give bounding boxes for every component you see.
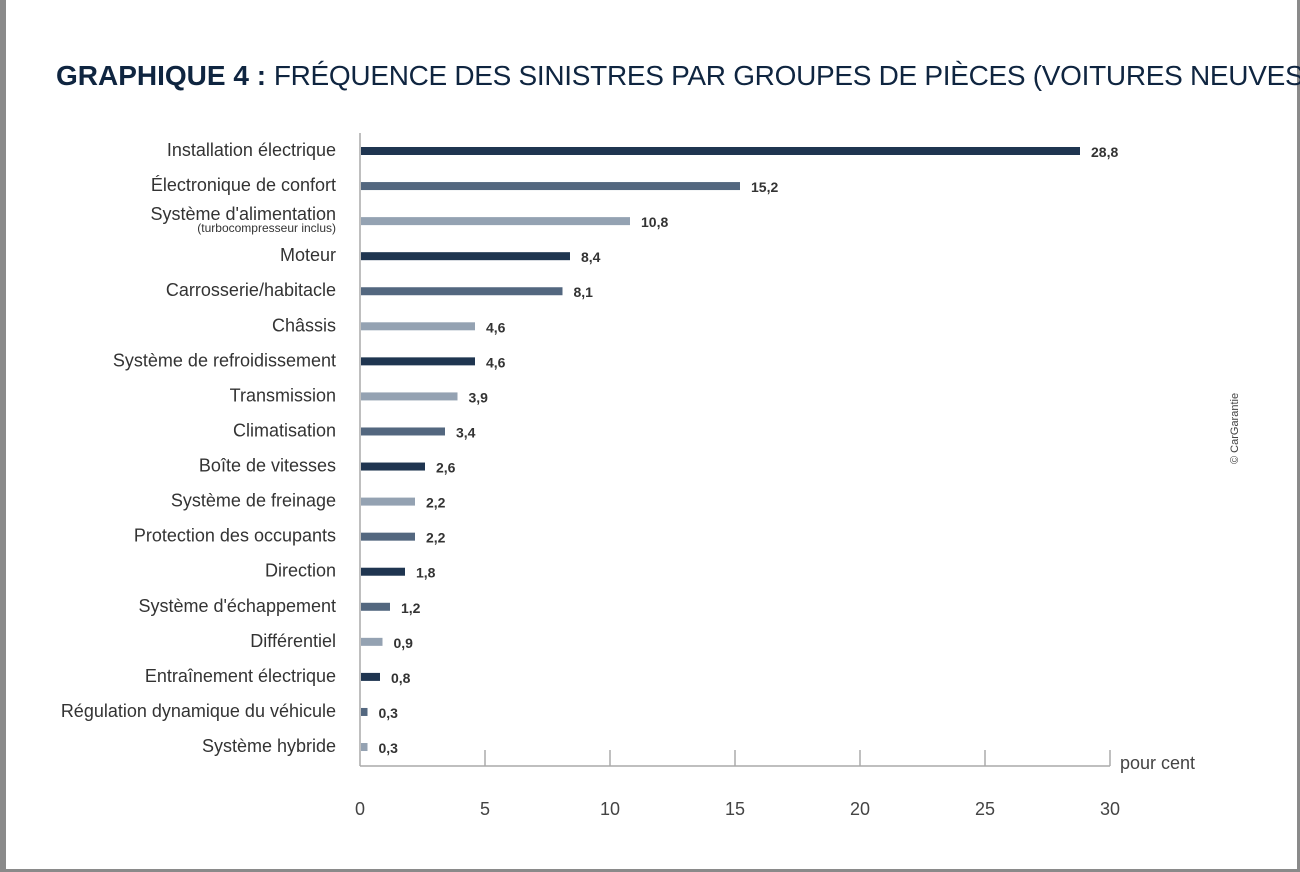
- bar: [361, 182, 740, 191]
- category-label: Transmission: [230, 385, 336, 405]
- value-label: 2,2: [426, 495, 446, 511]
- value-label: 3,9: [469, 389, 489, 405]
- x-tick-label: 10: [600, 799, 620, 819]
- value-label: 2,6: [436, 460, 456, 476]
- value-label: 0,9: [394, 635, 414, 651]
- category-label: Boîte de vitesses: [199, 456, 336, 476]
- bar: [361, 357, 475, 366]
- category-label: Carrosserie/habitacle: [166, 280, 336, 300]
- chart-title-text: FRÉQUENCE DES SINISTRES PAR GROUPES DE P…: [273, 60, 1300, 91]
- bar: [361, 743, 368, 752]
- bar: [361, 462, 425, 471]
- value-label: 4,6: [486, 319, 506, 335]
- bar: [361, 322, 475, 331]
- value-label: 28,8: [1091, 144, 1118, 160]
- x-axis-label: pour cent: [1120, 753, 1195, 773]
- chart-page: GRAPHIQUE 4 : FRÉQUENCE DES SINISTRES PA…: [6, 0, 1300, 869]
- bar: [361, 252, 570, 261]
- category-label: Climatisation: [233, 420, 336, 440]
- bar: [361, 567, 405, 576]
- value-label: 1,8: [416, 565, 436, 581]
- bar: [361, 147, 1080, 155]
- category-label: Châssis: [272, 315, 336, 335]
- bar: [361, 287, 563, 296]
- category-sublabel: (turbocompresseur inclus): [197, 221, 336, 235]
- copyright-credit: © CarGarantie: [1229, 393, 1241, 464]
- category-label: Moteur: [280, 245, 336, 265]
- bar: [361, 427, 445, 436]
- category-label: Système d'échappement: [138, 596, 336, 616]
- value-label: 4,6: [486, 354, 506, 370]
- x-tick-label: 15: [725, 799, 745, 819]
- x-tick-label: 0: [355, 799, 365, 819]
- x-tick-label: 20: [850, 799, 870, 819]
- x-tick-label: 25: [975, 799, 995, 819]
- category-label: Installation électrique: [167, 140, 336, 160]
- bar: [361, 217, 630, 226]
- bar: [361, 532, 415, 541]
- category-label: Système de freinage: [171, 491, 336, 511]
- value-label: 0,3: [379, 740, 399, 756]
- value-label: 0,8: [391, 670, 411, 686]
- bar: [361, 602, 390, 611]
- category-label: Système d'alimentation: [150, 204, 336, 224]
- x-tick-label: 30: [1100, 799, 1120, 819]
- value-label: 8,4: [581, 249, 601, 265]
- value-label: 8,1: [574, 284, 594, 300]
- bar: [361, 392, 458, 401]
- value-label: 0,3: [379, 705, 399, 721]
- value-label: 15,2: [751, 179, 778, 195]
- bar: [361, 672, 380, 681]
- bar: [361, 707, 368, 716]
- category-label: Protection des occupants: [134, 526, 336, 546]
- x-tick-label: 5: [480, 799, 490, 819]
- value-label: 3,4: [456, 424, 476, 440]
- bar: [361, 497, 415, 506]
- category-label: Entraînement électrique: [145, 666, 336, 686]
- bar: [361, 637, 383, 646]
- value-label: 2,2: [426, 530, 446, 546]
- category-label: Système de refroidissement: [113, 350, 336, 370]
- category-label: Différentiel: [250, 631, 336, 651]
- category-label: Régulation dynamique du véhicule: [61, 701, 336, 721]
- value-label: 10,8: [641, 214, 668, 230]
- category-label: Électronique de confort: [151, 175, 336, 195]
- chart-title-bold: GRAPHIQUE 4 :: [56, 60, 267, 91]
- chart-title: GRAPHIQUE 4 : FRÉQUENCE DES SINISTRES PA…: [56, 60, 1300, 92]
- category-label: Système hybride: [202, 736, 336, 756]
- value-label: 1,2: [401, 600, 421, 616]
- category-label: Direction: [265, 561, 336, 581]
